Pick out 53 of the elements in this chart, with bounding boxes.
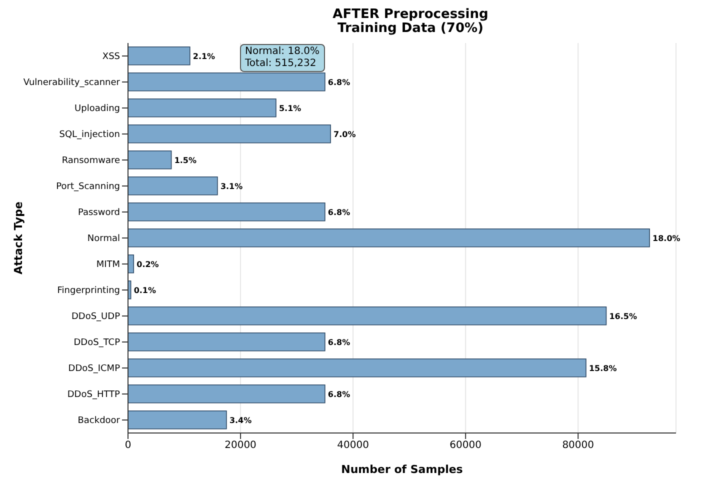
bar (128, 254, 134, 274)
annotation: 3.4% (229, 416, 252, 425)
bar (128, 72, 326, 92)
bar (128, 228, 650, 248)
bar (128, 410, 227, 430)
y-tick-label: DDoS_HTTP (67, 390, 121, 400)
x-axis-title: Number of Samples (341, 463, 464, 476)
y-tick-label: DDoS_TCP (74, 338, 121, 348)
y-axis-title: Attack Type (12, 202, 25, 274)
bar (128, 358, 586, 378)
y-tick-label: XSS (102, 52, 120, 62)
chart-title: AFTER Preprocessing Training Data (70%) (332, 7, 490, 36)
annotation: 2.1% (192, 52, 216, 61)
x-tick-label: 40000 (337, 440, 369, 452)
annotation: 7.0% (334, 130, 356, 139)
annotation: 6.8% (328, 390, 350, 399)
bar (128, 306, 607, 326)
bar (128, 202, 326, 222)
x-tick-label: 20000 (224, 440, 256, 452)
x-tick-label: 0 (124, 440, 132, 452)
bar (128, 150, 172, 170)
annotation: 0.1% (134, 286, 156, 295)
annotation: 5.1% (278, 104, 302, 113)
annotation: 6.8% (328, 208, 350, 217)
y-tick-label: Uploading (74, 104, 120, 114)
bar (128, 98, 276, 118)
y-tick-label: DDoS_ICMP (68, 364, 121, 374)
annotation: 15.8% (588, 364, 617, 373)
annotation: 18.0% (652, 234, 680, 243)
y-tick-label: Backdoor (78, 416, 120, 426)
y-tick-label: Vulnerability_scanner (23, 78, 120, 88)
annotation: 1.5% (174, 156, 197, 165)
annotation: 16.5% (609, 312, 637, 321)
bar (128, 46, 190, 66)
annotation: 0.2% (136, 260, 159, 269)
annotation: 6.8% (328, 78, 350, 87)
y-tick-label: Normal (87, 234, 120, 244)
y-tick-label: Ransomware (62, 156, 120, 166)
y-tick-label: MITM (96, 260, 120, 270)
annotation: 3.1% (220, 182, 243, 191)
y-tick-label: Fingerprinting (57, 286, 120, 296)
annotation: Normal: 18.0% Total: 515,232 (240, 44, 324, 72)
x-tick-label: 60000 (450, 440, 482, 452)
annotation: 6.8% (328, 338, 350, 347)
bar (128, 124, 331, 144)
bar (128, 384, 326, 404)
x-tick-label: 80000 (562, 440, 594, 452)
bar (128, 176, 218, 196)
y-tick-label: Port_Scanning (56, 182, 120, 192)
y-tick-label: Password (78, 208, 120, 218)
bar (128, 332, 326, 352)
y-tick-label: DDoS_UDP (71, 312, 121, 322)
y-tick-label: SQL_injection (59, 130, 120, 140)
